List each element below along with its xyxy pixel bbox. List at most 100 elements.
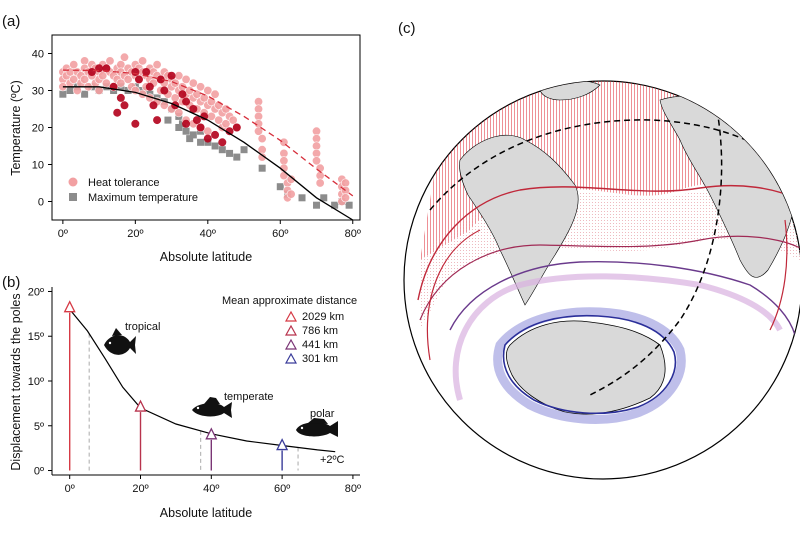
heat-tolerance-point: [69, 60, 79, 70]
heat-tolerance-point-dark: [131, 68, 140, 76]
heat-tolerance-point: [116, 78, 126, 88]
displacement-marker: [205, 427, 218, 440]
heat-tolerance-point: [221, 119, 231, 129]
panel-b-x-ticks: 0º 20º 40º 60º 80º: [65, 475, 361, 495]
heat-tolerance-point-dark: [145, 82, 154, 91]
max-temperature-point: [81, 90, 89, 98]
x-tick-label: 20º: [127, 228, 143, 240]
heat-tolerance-point-dark: [153, 116, 162, 125]
south-america-land: [459, 135, 579, 306]
panel-c-globe-map: [403, 80, 800, 480]
y-tick-label: 0: [38, 197, 44, 209]
legend-label: 2029 km: [302, 311, 344, 323]
max-temperature-point: [258, 164, 266, 172]
panel-label-b: (b): [2, 274, 20, 291]
panel-b-legend: Mean approximate distance 2029 km 786 km 4…: [222, 295, 357, 365]
panel-b-curve-label: +2ºC: [320, 454, 345, 466]
max-temperature-point: [218, 146, 226, 154]
heat-tolerance-point: [257, 134, 267, 144]
annotation-temperate: temperate: [224, 391, 274, 403]
subpolar-boundary: [449, 261, 796, 336]
y-tick-label: 10: [32, 160, 44, 172]
panel-b-x-label: Absolute latitude: [160, 506, 252, 520]
legend-heat-tolerance-marker: [68, 177, 78, 187]
heat-tolerance-point: [341, 193, 351, 203]
legend-marker: [284, 352, 298, 364]
max-temperature-point: [211, 142, 219, 150]
x-tick-label: 60º: [274, 483, 290, 495]
max-temperature-point: [59, 90, 67, 98]
polar-boundary: [502, 314, 677, 415]
y-tick-label: 20: [32, 123, 44, 135]
heat-tolerance-point-dark: [116, 93, 125, 102]
heat-tolerance-point: [228, 115, 238, 125]
max-temperature-point: [320, 194, 328, 202]
y-tick-label: 15º: [28, 331, 44, 343]
heat-tolerance-point-dark: [218, 138, 227, 147]
subpolar-band: [452, 273, 783, 401]
heat-tolerance-point: [196, 82, 206, 92]
max-temperature-point: [313, 201, 321, 209]
x-tick-label: 40º: [200, 228, 216, 240]
heat-tolerance-point: [221, 104, 231, 114]
x-tick-label: 40º: [203, 483, 219, 495]
y-tick-label: 40: [32, 49, 44, 61]
panel-b-curve: [69, 309, 336, 453]
y-tick-label: 5º: [34, 421, 44, 433]
heat-tolerance-fit: [62, 69, 354, 197]
x-tick-label: 80º: [345, 483, 361, 495]
polar-band: [493, 307, 686, 424]
heat-tolerance-point-dark: [113, 108, 122, 117]
panel-b-legend-title: Mean approximate distance: [222, 295, 357, 307]
panel-a-y-ticks: 0 10 20 30 40: [32, 49, 52, 209]
legend-label: 786 km: [302, 325, 338, 337]
displacement-marker: [63, 300, 76, 313]
tropical-south-boundary: [417, 184, 800, 301]
legend-max-temperature-marker: [69, 193, 77, 201]
x-tick-label: 80º: [345, 228, 361, 240]
x-tick-label: 60º: [272, 228, 288, 240]
heat-tolerance-point-dark: [196, 123, 205, 132]
panel-b-markers: [63, 300, 289, 471]
lateral-boundaries: [426, 219, 788, 361]
heat-tolerance-point-dark: [211, 130, 220, 139]
heat-tolerance-point: [203, 126, 213, 136]
panel-a-x-label: Absolute latitude: [160, 250, 252, 264]
heat-tolerance-point: [181, 74, 191, 84]
heat-tolerance-point-dark: [142, 68, 151, 76]
heat-tolerance-point-dark: [189, 105, 198, 113]
max-temperature-point: [331, 201, 339, 209]
legend-max-temperature-label: Maximum temperature: [88, 192, 198, 204]
annotation-tropical: tropical: [125, 321, 160, 333]
heat-tolerance-point: [254, 126, 264, 136]
heat-tolerance-point-dark: [134, 75, 143, 84]
temperate-fish-icon: [192, 397, 232, 418]
max-temperature-point: [164, 116, 172, 124]
heat-tolerance-point-dark: [192, 116, 201, 125]
heat-tolerance-point: [119, 52, 129, 62]
y-tick-label: 30: [32, 86, 44, 98]
heat-tolerance-point: [105, 56, 115, 66]
displacement-marker: [276, 438, 289, 451]
heat-tolerance-point: [257, 152, 267, 162]
heat-tolerance-point: [69, 74, 79, 84]
heat-tolerance-point-dark: [178, 90, 187, 99]
temperate-boundary: [419, 235, 800, 321]
heat-tolerance-point: [286, 189, 296, 199]
panel-a-fits: [62, 69, 354, 221]
legend-label: 301 km: [302, 353, 338, 365]
panel-b-y-ticks: 0º 5º 10º 15º 20º: [28, 286, 52, 478]
heat-tolerance-point: [192, 89, 202, 99]
heat-tolerance-point: [286, 174, 296, 184]
max-temperature-point: [182, 127, 190, 135]
heat-tolerance-point: [188, 78, 198, 88]
antarctica-land: [506, 320, 666, 415]
max-temperature-point: [186, 135, 194, 143]
y-tick-label: 10º: [28, 376, 44, 388]
heat-tolerance-point-dark: [87, 68, 96, 76]
panel-a-legend: Heat tolerance Maximum temperature: [68, 177, 198, 204]
heat-tolerance-point: [210, 89, 220, 99]
panel-label-c: (c): [398, 20, 416, 37]
max-temperature-point: [189, 131, 197, 139]
